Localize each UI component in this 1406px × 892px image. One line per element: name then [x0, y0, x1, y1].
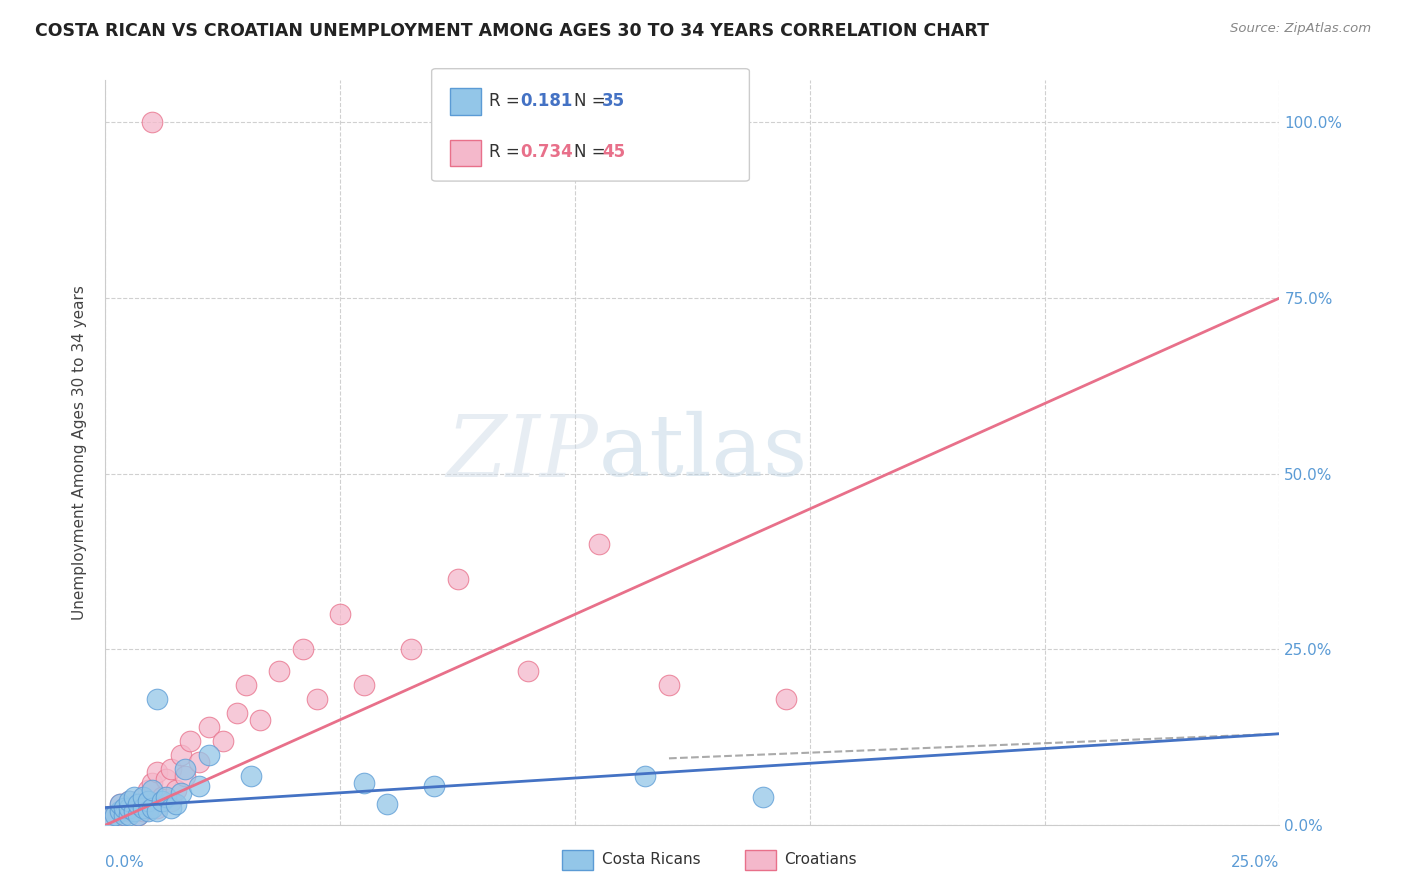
Point [127, 807, 149, 822]
Point [146, 691, 169, 706]
Point [108, 797, 131, 811]
Point [108, 797, 131, 811]
Point [169, 787, 191, 801]
Point [197, 720, 219, 734]
Point [179, 733, 201, 747]
Point [160, 793, 183, 807]
Point [375, 797, 398, 811]
Point [146, 800, 169, 814]
Point [127, 797, 149, 811]
Point [118, 807, 141, 822]
Point [136, 783, 159, 797]
Text: atlas: atlas [599, 411, 807, 494]
Point [353, 776, 375, 790]
Point [127, 797, 149, 811]
Point [235, 677, 257, 691]
Point [98, 811, 121, 825]
Point [155, 789, 177, 804]
Point [118, 804, 141, 818]
Text: 25.0%: 25.0% [1232, 855, 1279, 870]
Point [136, 804, 159, 818]
Text: 0.734: 0.734 [520, 144, 574, 161]
Point [174, 769, 197, 783]
Point [226, 706, 249, 720]
Point [132, 804, 155, 818]
Point [165, 797, 187, 811]
Text: 0.181: 0.181 [520, 92, 572, 110]
Point [150, 793, 173, 807]
Text: R =: R = [489, 92, 526, 110]
Point [353, 677, 375, 691]
Point [108, 804, 131, 818]
Point [141, 800, 163, 814]
Point [211, 733, 233, 747]
Point [132, 789, 155, 804]
Point [423, 780, 446, 794]
Point [160, 762, 183, 776]
Point [132, 800, 155, 814]
Point [98, 811, 121, 825]
Point [399, 642, 422, 657]
Text: 35: 35 [602, 92, 624, 110]
Point [305, 691, 328, 706]
Point [752, 789, 775, 804]
Point [658, 677, 681, 691]
Point [165, 783, 187, 797]
Text: Croatians: Croatians [785, 853, 858, 867]
Point [136, 800, 159, 814]
Text: R =: R = [489, 144, 526, 161]
Point [112, 800, 135, 814]
Text: N =: N = [574, 144, 610, 161]
Point [447, 572, 470, 586]
Y-axis label: Unemployment Among Ages 30 to 34 years: Unemployment Among Ages 30 to 34 years [72, 285, 87, 620]
Point [329, 607, 352, 622]
Point [108, 804, 131, 818]
Point [104, 807, 127, 822]
Text: ZIP: ZIP [447, 411, 599, 494]
Text: 0.0%: 0.0% [105, 855, 145, 870]
Point [136, 793, 159, 807]
Point [122, 804, 145, 818]
Point [169, 747, 191, 762]
Point [141, 776, 163, 790]
Point [118, 793, 141, 807]
Point [122, 800, 145, 814]
Point [118, 800, 141, 814]
Point [174, 762, 197, 776]
Point [775, 691, 797, 706]
Point [141, 783, 163, 797]
Point [160, 800, 183, 814]
Text: Costa Ricans: Costa Ricans [602, 853, 700, 867]
Point [122, 789, 145, 804]
Point [112, 807, 135, 822]
Point [104, 807, 127, 822]
Text: Source: ZipAtlas.com: Source: ZipAtlas.com [1230, 22, 1371, 36]
Point [517, 664, 540, 678]
Point [141, 115, 163, 129]
Point [188, 780, 211, 794]
Point [141, 797, 163, 811]
Point [118, 793, 141, 807]
Point [127, 807, 149, 822]
Point [588, 537, 610, 551]
Text: N =: N = [574, 92, 610, 110]
Point [291, 642, 314, 657]
Point [240, 769, 263, 783]
Point [112, 807, 135, 822]
Point [197, 747, 219, 762]
Point [188, 755, 211, 769]
Point [150, 789, 173, 804]
Point [155, 772, 177, 787]
Point [132, 789, 155, 804]
Point [634, 769, 657, 783]
Point [112, 800, 135, 814]
Text: 45: 45 [602, 144, 624, 161]
Point [249, 713, 271, 727]
Text: COSTA RICAN VS CROATIAN UNEMPLOYMENT AMONG AGES 30 TO 34 YEARS CORRELATION CHART: COSTA RICAN VS CROATIAN UNEMPLOYMENT AMO… [35, 22, 990, 40]
Point [146, 804, 169, 818]
Point [269, 664, 291, 678]
Point [146, 765, 169, 780]
